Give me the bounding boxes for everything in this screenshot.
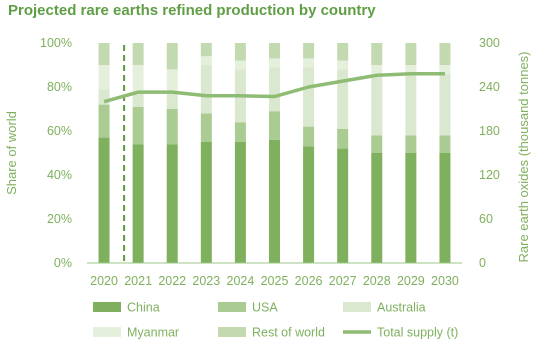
y2-tick-label: 120 xyxy=(479,168,500,182)
bar-segment xyxy=(303,146,315,263)
bar-segment xyxy=(200,113,212,142)
bar-segment xyxy=(405,153,417,263)
legend-label: Australia xyxy=(377,301,426,315)
x-tick-label: 2025 xyxy=(261,274,289,288)
x-tick-label: 2030 xyxy=(431,274,459,288)
bar-segment xyxy=(98,65,110,90)
legend-label: Total supply (t) xyxy=(377,326,458,340)
bar-segment xyxy=(132,43,144,65)
bar-segment xyxy=(269,43,280,59)
bar-segment xyxy=(439,135,451,153)
x-tick-label: 2028 xyxy=(363,274,391,288)
y-tick-label: 40% xyxy=(47,168,72,182)
bar-segment xyxy=(439,153,451,263)
bar-segment xyxy=(337,60,349,70)
bar-segment xyxy=(200,142,212,263)
bar-segment xyxy=(98,137,110,263)
bar-segment xyxy=(439,65,451,74)
bar-segment xyxy=(439,73,451,136)
bar-segment xyxy=(371,65,383,74)
y2-tick-label: 0 xyxy=(479,256,486,270)
legend-label: USA xyxy=(252,301,278,315)
bar-segment xyxy=(337,128,349,149)
bar-segment xyxy=(132,91,144,107)
bar-segment xyxy=(132,106,144,145)
y2-tick-label: 60 xyxy=(479,212,493,226)
y2-tick-label: 240 xyxy=(479,80,500,94)
bar-segment xyxy=(303,43,315,59)
bar-segment xyxy=(234,122,246,142)
bar-segment xyxy=(337,43,349,61)
bar-segment xyxy=(98,89,110,105)
bar-segment xyxy=(234,43,246,61)
bar-segment xyxy=(371,153,383,263)
bar-segment xyxy=(234,60,246,70)
bar-segment xyxy=(405,135,417,153)
legend-swatch xyxy=(343,302,371,312)
y-tick-label: 0% xyxy=(54,256,72,270)
y-tick-label: 20% xyxy=(47,212,72,226)
bar-segment xyxy=(269,111,280,140)
bar-segment xyxy=(269,67,280,112)
bar-segment xyxy=(200,56,212,65)
y-tick-label: 100% xyxy=(40,36,72,50)
total-supply-line xyxy=(103,72,445,104)
x-tick-label: 2021 xyxy=(124,274,152,288)
y-tick-label: 80% xyxy=(47,80,72,94)
bar-segment xyxy=(200,65,212,114)
bar-segment xyxy=(371,73,383,136)
legend-swatch xyxy=(218,327,246,337)
bar-segment xyxy=(303,67,315,127)
bar-segment xyxy=(405,65,417,74)
bar-segment xyxy=(98,104,110,138)
bar-segment xyxy=(405,43,417,65)
y-tick-label: 60% xyxy=(47,124,72,138)
legend-label: Rest of world xyxy=(252,326,325,340)
x-tick-label: 2026 xyxy=(295,274,323,288)
legend-swatch xyxy=(218,302,246,312)
y-axis-title: Share of world xyxy=(4,111,19,195)
bar-segment xyxy=(405,73,417,136)
bar-segment xyxy=(166,144,178,263)
bar-segment xyxy=(269,58,280,68)
y2-tick-label: 300 xyxy=(479,36,500,50)
bar-segment xyxy=(234,142,246,263)
legend-label: China xyxy=(127,301,160,315)
bar-segment xyxy=(166,43,178,70)
x-tick-label: 2027 xyxy=(329,274,357,288)
legend-swatch xyxy=(93,327,121,337)
x-tick-label: 2024 xyxy=(227,274,255,288)
bar-segment xyxy=(132,65,144,92)
x-tick-label: 2020 xyxy=(90,274,118,288)
legend-label: Myanmar xyxy=(127,326,179,340)
bar-segment xyxy=(269,139,280,263)
bar-segment xyxy=(166,93,178,109)
bar-segment xyxy=(439,43,451,65)
bar-segment xyxy=(200,43,212,57)
chart-title: Projected rare earths refined production… xyxy=(8,2,376,19)
bar-segment xyxy=(337,148,349,263)
bar-segment xyxy=(303,58,315,68)
y2-axis-title: Rare earth oxides (thousand tonnes) xyxy=(516,51,531,262)
bar-segment xyxy=(337,69,349,129)
legend-swatch xyxy=(93,302,121,312)
bar-segment xyxy=(371,135,383,153)
bar-segment xyxy=(371,43,383,65)
bar-segment xyxy=(98,43,110,65)
bar-segment xyxy=(166,109,178,145)
x-tick-label: 2029 xyxy=(397,274,425,288)
y2-tick-label: 180 xyxy=(479,124,500,138)
bar-segment xyxy=(166,69,178,94)
bar-segment xyxy=(303,126,315,147)
bar-segment xyxy=(132,144,144,263)
x-tick-label: 2023 xyxy=(192,274,220,288)
x-tick-label: 2022 xyxy=(158,274,186,288)
